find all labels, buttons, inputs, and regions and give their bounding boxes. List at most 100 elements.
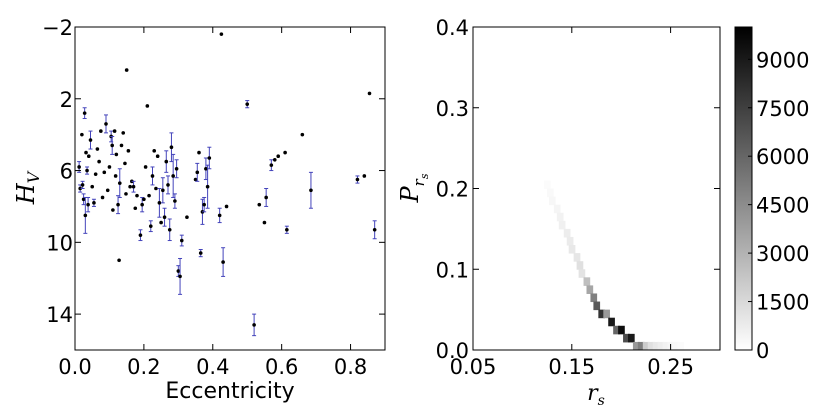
heatmap-cell — [546, 188, 554, 198]
data-point — [276, 154, 281, 158]
data-point — [140, 202, 144, 207]
data-point — [204, 166, 208, 171]
data-point — [285, 227, 289, 232]
heatmap-cell — [657, 341, 665, 351]
y-tick-label: 0.1 — [436, 258, 469, 282]
data-point — [131, 184, 136, 189]
data-point — [179, 238, 184, 243]
data-point — [198, 251, 203, 255]
data-point — [217, 213, 222, 218]
data-point — [104, 122, 108, 126]
data-point — [82, 111, 87, 115]
data-point — [309, 188, 313, 193]
left-y-axis-label-sub: V — [24, 170, 43, 183]
colorbar: 0 1500 3000 4500 6000 7500 9000 — [734, 26, 809, 363]
rs-probability-heatmap: 0.05 0.15 0.250.00.10.20.30.4 rs Prs — [396, 16, 721, 409]
data-point — [128, 184, 132, 189]
x-tick-label: 0.0 — [58, 355, 91, 379]
data-point — [154, 186, 158, 191]
data-point — [83, 213, 88, 218]
data-point — [135, 193, 139, 198]
data-point — [117, 181, 122, 185]
data-point — [300, 132, 305, 137]
eccentricity-scatter-chart: 0.0 0.2 0.4 0.6 0.8 −2 2 6 10 14 Eccentricity HV — [12, 16, 386, 404]
heatmap-cell — [576, 261, 584, 270]
data-point — [252, 323, 256, 327]
data-point — [126, 149, 131, 153]
heatmap-cell — [578, 269, 586, 278]
y-tick-label: 0.3 — [436, 97, 469, 121]
heatmap-cell — [568, 245, 576, 254]
svg-text:Prs: Prs — [396, 173, 431, 203]
y-tick-label: −2 — [42, 16, 73, 40]
data-point — [193, 177, 198, 182]
data-point — [257, 202, 262, 207]
heatmap-cell — [548, 196, 556, 206]
data-point — [202, 202, 206, 207]
data-point — [148, 224, 153, 228]
data-point — [205, 184, 210, 189]
data-point — [178, 274, 182, 279]
data-point — [116, 202, 120, 207]
data-point — [245, 102, 250, 106]
data-point — [90, 184, 95, 189]
data-point — [224, 204, 229, 209]
data-point — [171, 174, 175, 178]
colorbar-ticks: 0 1500 3000 4500 6000 7500 9000 — [748, 48, 809, 363]
right-x-axis-label: rs — [587, 381, 605, 409]
data-point — [86, 202, 90, 207]
data-point — [114, 152, 119, 157]
data-point — [161, 188, 165, 193]
colorbar-gradient — [734, 26, 753, 351]
left-y-axis-label-base: H — [12, 182, 40, 205]
data-point — [269, 163, 274, 167]
data-point — [142, 197, 146, 202]
data-point — [164, 159, 169, 164]
data-point — [111, 208, 115, 212]
x-tick-label: 0.2 — [127, 355, 160, 379]
data-point — [86, 154, 91, 158]
data-point — [272, 157, 277, 162]
heatmap-cell — [623, 333, 630, 343]
data-point — [150, 174, 155, 178]
data-point — [262, 220, 267, 225]
y-tick-label: 0.0 — [436, 339, 469, 363]
data-point — [166, 183, 170, 187]
heatmap-cell — [637, 341, 645, 351]
data-point — [167, 227, 172, 232]
data-point — [195, 170, 200, 175]
left-x-axis-label: Eccentricity — [165, 379, 294, 404]
heatmap-cell — [642, 341, 650, 351]
heatmap-cell — [632, 341, 640, 351]
data-point — [143, 165, 148, 169]
data-point — [169, 145, 174, 150]
data-point — [152, 149, 157, 153]
heatmap-cell — [627, 333, 635, 343]
heatmap-cell — [618, 325, 625, 335]
data-point — [105, 188, 110, 193]
heatmap-cell — [598, 309, 606, 319]
data-point — [100, 195, 105, 200]
data-point — [81, 197, 86, 202]
colorbar-tick-label: 1500 — [756, 291, 809, 315]
x-tick-label: 0.6 — [265, 355, 298, 379]
data-point — [93, 172, 98, 176]
right-y-axis-label-base: P — [396, 185, 424, 203]
heatmap-cell — [613, 325, 620, 335]
data-point — [121, 131, 126, 135]
data-point — [112, 129, 117, 133]
data-point — [283, 150, 287, 155]
data-point — [88, 138, 93, 142]
data-point — [138, 233, 143, 237]
svg-text:HV: HV — [12, 170, 43, 205]
left-y-axis-label: HV — [12, 170, 43, 205]
heatmap-cell — [563, 228, 571, 238]
data-point — [78, 186, 82, 191]
right-axis-ticks: 0.05 0.15 0.25 0.0 0.1 0.2 0.3 0.4 — [436, 16, 720, 379]
heatmap-cell — [677, 341, 685, 351]
right-y-axis-label-subsub: s — [418, 173, 431, 179]
heatmap-cell — [586, 285, 594, 294]
heatmap-cell — [603, 309, 610, 319]
heatmap-cell — [583, 277, 591, 286]
heatmap-cell — [573, 253, 581, 262]
